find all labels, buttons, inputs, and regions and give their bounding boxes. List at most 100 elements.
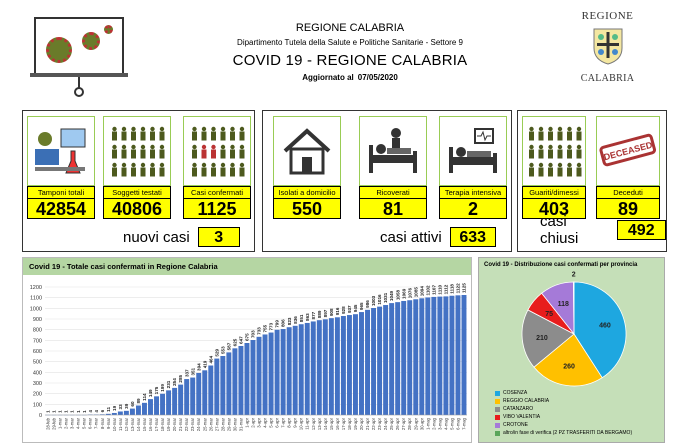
- data-label: 1: [46, 410, 51, 413]
- infected-person-icon: [183, 116, 251, 186]
- bar: [232, 348, 238, 415]
- y-tick-label: 1200: [30, 285, 42, 291]
- slice-label: 210: [536, 335, 548, 342]
- stat-label: Guariti/dimessi: [522, 186, 586, 198]
- data-label: 1112: [444, 284, 449, 294]
- person-figure: [150, 131, 155, 141]
- data-label: 937: [347, 305, 352, 313]
- y-tick-label: 800: [33, 328, 42, 334]
- bar: [383, 305, 389, 415]
- x-tick-label: 25-mar: [202, 417, 207, 431]
- person-figure: [239, 126, 245, 132]
- data-label: 1049: [389, 290, 394, 301]
- data-label: 114: [142, 393, 147, 401]
- person-figure: [131, 144, 136, 150]
- person-figure: [201, 144, 207, 150]
- person-figure: [211, 131, 216, 141]
- people-grid-icon: [103, 116, 171, 186]
- bar: [250, 340, 256, 415]
- person-figure: [239, 162, 245, 168]
- data-label: 419: [202, 360, 207, 368]
- stat-deceduti: DECEASED Deceduti 89: [596, 116, 660, 219]
- bar: [346, 315, 352, 415]
- data-label: 4: [88, 410, 93, 413]
- bar: [443, 296, 449, 415]
- person-figure: [211, 149, 216, 159]
- bar: [310, 321, 316, 415]
- x-tick-label: 5-mar: [82, 417, 87, 429]
- x-tick-label: 4-mar: [76, 417, 81, 429]
- summary-nuovi: nuovi casi 3: [123, 227, 240, 247]
- data-label: 733: [257, 327, 262, 335]
- bar: [105, 413, 111, 415]
- x-tick-label: 15-apr: [329, 417, 334, 430]
- person-figure: [140, 167, 146, 177]
- bar: [214, 358, 220, 415]
- slice-label: 75: [545, 311, 553, 318]
- data-label: 889: [317, 310, 322, 318]
- x-tick-label: 1-mag: [425, 417, 430, 430]
- x-tick-label: 22-apr: [371, 417, 376, 430]
- bar: [455, 295, 461, 415]
- x-tick-label: 30-mar: [232, 417, 237, 431]
- x-tick-label: 14-mar: [136, 417, 141, 431]
- bar: [135, 405, 141, 415]
- bar: [340, 316, 346, 415]
- data-label: 464: [208, 355, 213, 363]
- x-tick-label: 16-mar: [148, 417, 153, 431]
- data-label: 877: [311, 311, 316, 319]
- bar: [334, 317, 340, 415]
- bar: [352, 314, 358, 415]
- x-tick-label: 18-apr: [347, 417, 352, 430]
- data-label: 1058: [395, 289, 400, 300]
- data-label: 928: [341, 306, 346, 314]
- person-figure: [201, 167, 207, 177]
- x-tick-label: 23-apr: [377, 417, 382, 430]
- bar: [322, 319, 328, 415]
- person-figure: [192, 149, 197, 159]
- legend-swatch: [495, 406, 500, 412]
- bar: [184, 379, 190, 415]
- data-label: 19: [112, 405, 117, 411]
- x-tick-label: 20-apr: [359, 417, 364, 430]
- data-label: 1118: [450, 284, 455, 294]
- bar: [256, 336, 262, 415]
- x-tick-label: 20-mar: [172, 417, 177, 431]
- person-figure: [121, 162, 127, 168]
- data-label: 625: [233, 338, 238, 346]
- person-figure: [529, 126, 534, 132]
- coat-of-arms-icon: [593, 28, 622, 65]
- person-figure: [121, 126, 127, 132]
- bar: [395, 302, 401, 415]
- person-figure: [576, 126, 582, 132]
- person-figure: [140, 149, 146, 159]
- person-figure: [140, 144, 146, 150]
- x-tick-label: 6-mag: [455, 417, 460, 430]
- bar: [196, 372, 202, 415]
- x-tick-label: 3-mar: [70, 417, 75, 429]
- person-figure: [576, 149, 582, 159]
- person-figure: [112, 131, 117, 141]
- x-tick-label: 17-apr: [341, 417, 346, 430]
- x-tick-label: 27-mar: [214, 417, 219, 431]
- person-figure: [529, 131, 534, 141]
- person-figure: [220, 131, 226, 141]
- legend-swatch: [495, 414, 500, 420]
- x-tick-label: 17-mar: [154, 417, 159, 431]
- person-figure: [557, 149, 563, 159]
- legend-item: CROTONE: [495, 421, 632, 429]
- x-tick-label: 31-mar: [238, 417, 243, 431]
- data-label: 149: [148, 389, 153, 397]
- stat-label: Ricoverati: [359, 186, 427, 198]
- stat-ricoverati: Ricoverati 81: [359, 116, 427, 219]
- data-label: 285: [178, 374, 183, 382]
- bar: [280, 329, 286, 415]
- legend-label: COSENZA: [503, 390, 528, 396]
- x-tick-label: 21-mar: [178, 417, 183, 431]
- person-figure: [150, 162, 155, 168]
- bar: [413, 299, 419, 415]
- legend-item: VIBO VALENTIA: [495, 413, 632, 421]
- bar: [190, 377, 196, 415]
- intensive-care-icon: [439, 116, 507, 186]
- bar: [99, 414, 105, 415]
